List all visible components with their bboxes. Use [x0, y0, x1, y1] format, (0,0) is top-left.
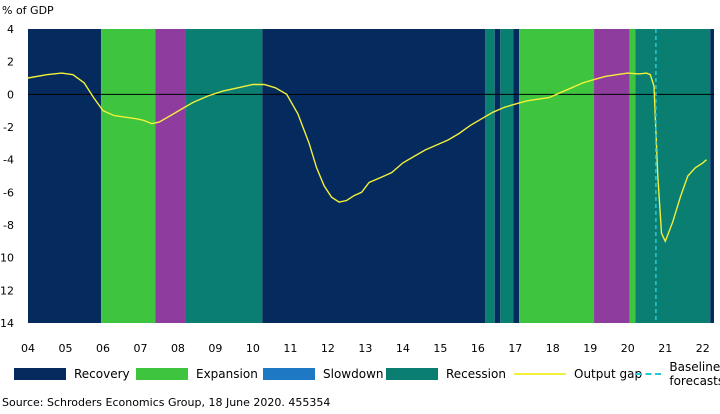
x-tick-label: 21 [658, 342, 672, 355]
legend-swatch-slowdown [263, 368, 315, 380]
x-axis: 04 05 06 07 08 09 10 11 12 13 14 15 16 17 18 19 20 21 22 [21, 342, 710, 355]
x-tick-label: 15 [433, 342, 447, 355]
x-tick-label: 17 [508, 342, 522, 355]
y-tick-label: -8 [3, 219, 14, 232]
x-tick-label: 08 [171, 342, 185, 355]
source-note: Source: Schroders Economics Group, 18 Ju… [2, 396, 331, 409]
x-tick-label: 07 [133, 342, 147, 355]
phase-band-recession-5 [485, 29, 495, 323]
legend-item-recovery: Recovery [14, 364, 130, 384]
x-tick-label: 20 [621, 342, 635, 355]
phase-band-recovery-4 [262, 29, 486, 323]
legend-line-output-gap [514, 373, 566, 375]
phase-band-recession-12 [635, 29, 711, 323]
y-tick-label: 4 [7, 23, 14, 36]
y-tick-label: 0 [7, 88, 14, 101]
phase-band-recovery-8 [513, 29, 520, 323]
legend-label-slowdown: Slowdown [323, 367, 384, 381]
legend-item-recession: Recession [386, 364, 506, 384]
x-tick-label: 19 [583, 342, 597, 355]
x-tick-label: 12 [321, 342, 335, 355]
x-tick-label: 14 [396, 342, 410, 355]
legend: Recovery Expansion Slowdown Recession Ou… [0, 360, 720, 388]
x-tick-label: 09 [208, 342, 222, 355]
legend-swatch-recovery [14, 368, 66, 380]
legend-label-forecast: Baseline forecasts [669, 360, 720, 388]
output-gap-line [27, 72, 707, 244]
x-tick-label: 06 [96, 342, 110, 355]
phase-band-recovery-6 [494, 29, 501, 323]
y-tick-label: -4 [3, 154, 14, 167]
y-tick-label: -6 [3, 186, 14, 199]
x-tick-label: 22 [696, 342, 710, 355]
y-axis: 4 2 0 -2 -4 -6 -8 -10 -12 -14 [0, 23, 14, 330]
y-tick-label: -14 [0, 317, 14, 330]
y-tick-label: -2 [3, 121, 14, 134]
legend-label-expansion: Expansion [196, 367, 258, 381]
legend-item-forecast: Baseline forecasts [636, 360, 720, 388]
legend-label-recession: Recession [446, 367, 506, 381]
phase-band-recovery-0 [28, 29, 102, 323]
legend-label-recovery: Recovery [74, 367, 130, 381]
phase-band-recession-7 [500, 29, 514, 323]
y-tick-label: 2 [7, 56, 14, 69]
x-tick-label: 16 [471, 342, 485, 355]
phase-band-expansion-1 [101, 29, 156, 323]
legend-label-output-gap: Output gap [574, 367, 643, 381]
x-tick-label: 18 [546, 342, 560, 355]
legend-line-forecast [636, 373, 662, 375]
y-tick-label: -10 [0, 252, 14, 265]
phase-band-slowdown-2 [155, 29, 186, 323]
phase-band-recovery-13 [710, 29, 714, 323]
phase-band-expansion-9 [519, 29, 595, 323]
legend-item-expansion: Expansion [136, 364, 258, 384]
y-axis-label: % of GDP [2, 4, 54, 17]
phase-band-expansion-11 [629, 29, 636, 323]
x-tick-label: 04 [21, 342, 35, 355]
x-tick-label: 13 [358, 342, 372, 355]
x-tick-label: 10 [246, 342, 260, 355]
x-tick-label: 05 [58, 342, 72, 355]
phase-bands [28, 29, 714, 323]
output-gap-chart: 420-2-4-6-8-10-12-14 0405060708091011121… [0, 4, 714, 355]
legend-item-slowdown: Slowdown [263, 364, 384, 384]
legend-item-output-gap: Output gap [514, 364, 642, 384]
y-tick-label: -12 [0, 284, 14, 297]
legend-swatch-recession [386, 368, 438, 380]
legend-swatch-expansion [136, 368, 188, 380]
x-tick-label: 11 [283, 342, 297, 355]
phase-band-recession-3 [185, 29, 263, 323]
